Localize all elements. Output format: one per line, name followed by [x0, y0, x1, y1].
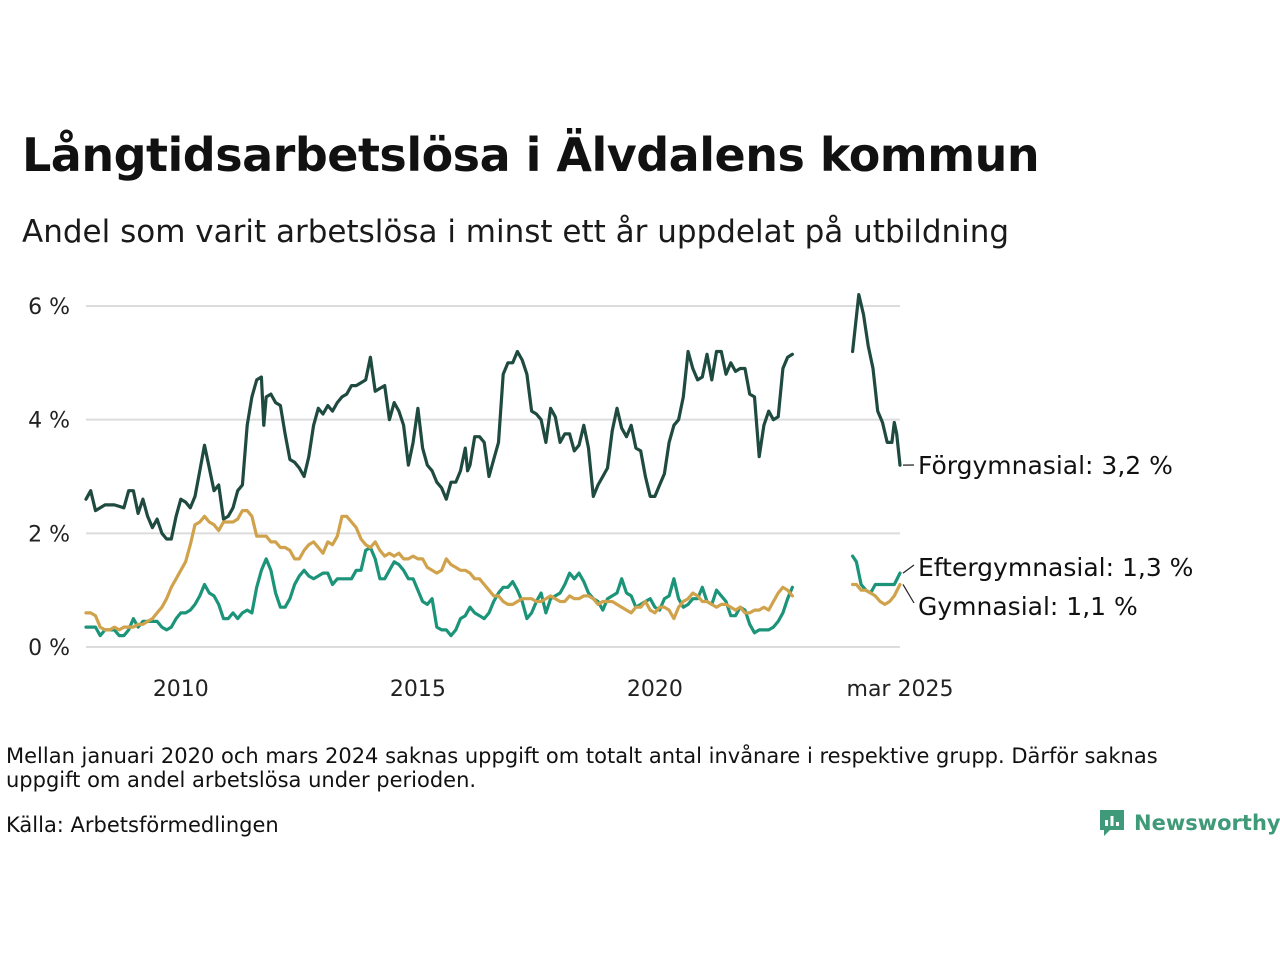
- series-end-labels: Förgymnasial: 3,2 % Eftergymnasial: 1,3 %…: [902, 451, 1193, 621]
- chart-subtitle: Andel som varit arbetslösa i minst ett å…: [22, 214, 1010, 250]
- x-tick-label: 2010: [153, 677, 209, 702]
- series-line-gymnasial: [851, 582, 902, 606]
- y-tick-label: 2 %: [28, 522, 70, 547]
- series-line-förgymnasial: [84, 349, 794, 541]
- series-line-eftergymnasial: [851, 554, 902, 595]
- chart-title: Långtidsarbetslösa i Älvdalens kommun: [22, 128, 1040, 182]
- x-tick-label: mar 2025: [847, 677, 954, 702]
- source-text: Källa: Arbetsförmedlingen: [6, 813, 279, 837]
- footnote: Mellan januari 2020 och mars 2024 saknas…: [6, 744, 1158, 792]
- x-tick-label: 2020: [627, 677, 683, 702]
- gridlines: [86, 305, 900, 648]
- series-line-förgymnasial: [851, 293, 902, 467]
- series-line-gymnasial: [84, 509, 794, 632]
- y-tick-label: 6 %: [28, 295, 70, 320]
- label-leader-line: [902, 584, 915, 604]
- series-end-label: Gymnasial: 1,1 %: [918, 592, 1138, 621]
- x-tick-label: 2015: [390, 677, 446, 702]
- newsworthy-chart-bubble-icon: [1100, 810, 1124, 836]
- series-end-label: Eftergymnasial: 1,3 %: [918, 553, 1193, 582]
- series-lines: [84, 293, 902, 638]
- line-chart: 0 % 2 % 4 % 6 % 2010 2015 2020 mar 2025 Förgym…: [28, 293, 1193, 702]
- brand-name: Newsworthy: [1134, 811, 1280, 835]
- y-tick-label: 4 %: [28, 409, 70, 434]
- series-line-eftergymnasial: [84, 545, 794, 638]
- newsworthy-logo[interactable]: Newsworthy: [1098, 808, 1280, 838]
- y-axis-tick-labels: 0 % 2 % 4 % 6 %: [28, 295, 70, 661]
- x-axis-tick-labels: 2010 2015 2020 mar 2025: [153, 677, 954, 702]
- label-leader-line: [902, 564, 915, 574]
- y-tick-label: 0 %: [28, 636, 70, 661]
- series-end-label: Förgymnasial: 3,2 %: [918, 451, 1173, 480]
